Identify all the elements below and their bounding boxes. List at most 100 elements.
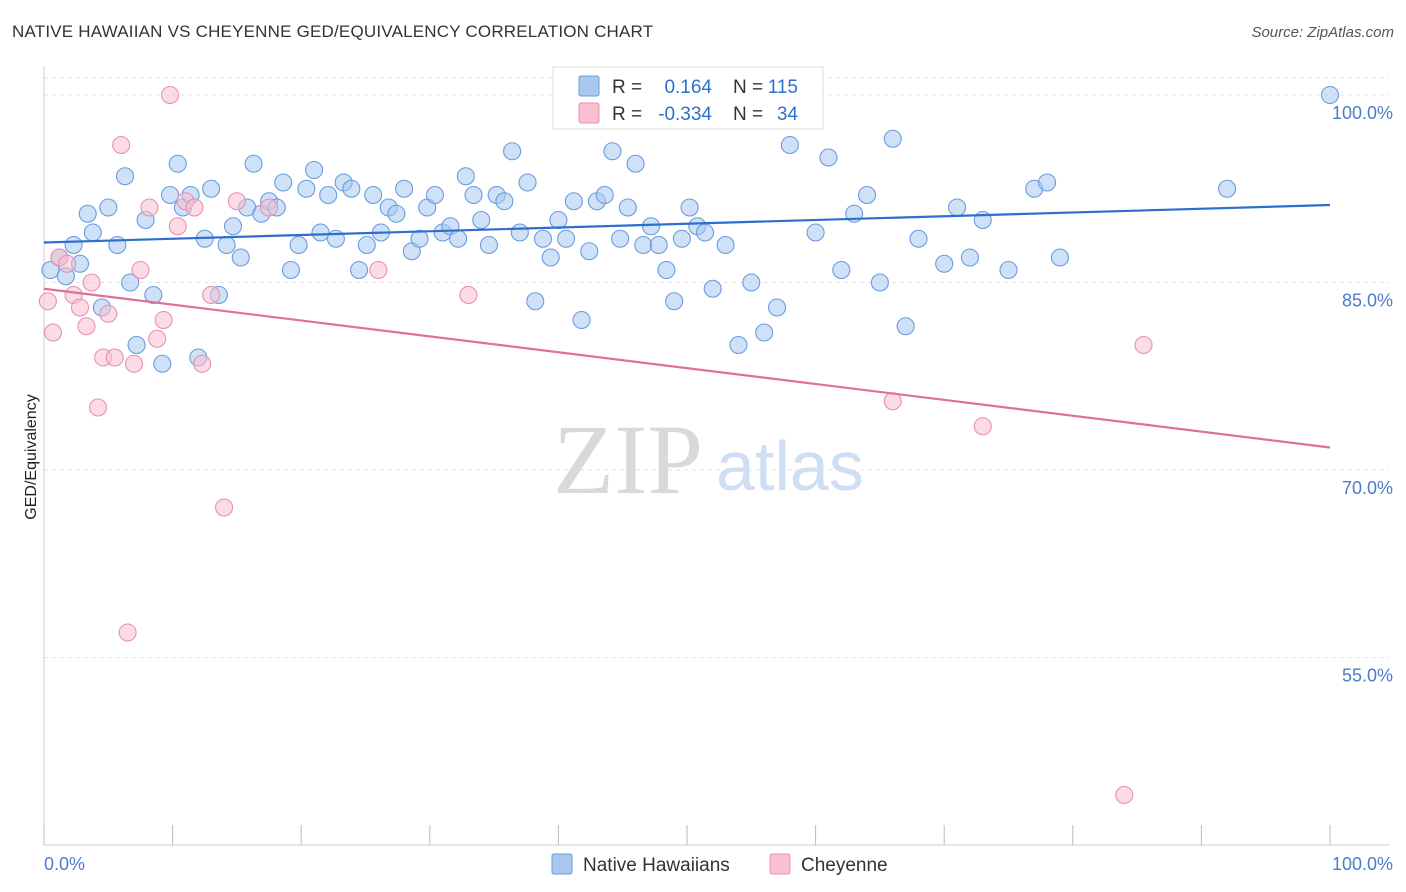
native-hawaiian-point — [83, 223, 102, 242]
native-hawaiian-point — [603, 142, 622, 161]
native-hawaiian-point — [960, 248, 979, 267]
trend-lines — [43, 203, 1331, 449]
native-hawaiian-point — [281, 260, 300, 280]
data-points — [38, 85, 1340, 805]
bottom-legend-swatch-blue — [551, 853, 573, 875]
native-hawaiian-point — [244, 154, 263, 173]
native-hawaiian-point — [695, 223, 715, 242]
native-hawaiian-point — [518, 173, 537, 192]
native-hawaiian-point — [641, 217, 661, 236]
native-hawaiian-point — [41, 260, 60, 280]
native-hawaiian-point — [503, 142, 522, 161]
cheyenne-point — [168, 217, 187, 236]
native-hawaiian-point — [716, 235, 735, 255]
native-hawaiian-point — [557, 229, 576, 248]
native-hawaiian-point — [410, 229, 429, 248]
native-hawaiian-point — [510, 223, 529, 242]
native-hawaiian-point — [526, 292, 545, 311]
native-hawaiian-point — [311, 223, 330, 242]
native-hawaiian-point — [202, 179, 221, 198]
cheyenne-point — [154, 310, 173, 330]
native-hawaiian-point — [144, 285, 163, 305]
native-hawaiian-point — [342, 179, 361, 198]
native-hawaiian-point — [121, 273, 140, 292]
native-hawaiian-point — [948, 198, 967, 217]
native-hawaiian-point — [99, 198, 118, 217]
native-hawaiian-point — [767, 298, 787, 317]
native-hawaiian-point — [78, 204, 97, 223]
native-hawaiian-point — [217, 235, 236, 255]
axes — [43, 66, 1390, 846]
native-hawaiian-point — [657, 260, 676, 280]
bottom-legend: Native Hawaiians Cheyenne — [551, 853, 888, 876]
native-hawaiian-point — [1050, 248, 1069, 267]
x-tick-label: 100.0% — [1332, 854, 1393, 874]
native-hawaiian-point — [1038, 173, 1057, 192]
x-tick-labels: 0.0% 100.0% — [44, 854, 1393, 874]
native-hawaiian-point — [464, 185, 483, 205]
native-hawaiian-point — [305, 160, 324, 180]
native-hawaiian-trend-line — [43, 203, 1331, 244]
cheyenne-point — [99, 304, 118, 323]
watermark-zip: ZIP — [553, 404, 703, 515]
native-hawaiian-point — [223, 217, 243, 236]
native-hawaiian-point — [289, 235, 308, 255]
cheyenne-point — [77, 317, 96, 336]
legend-box: R = 0.164 N = 115 R = -0.334 N = 34 — [552, 66, 824, 130]
native-hawaiian-point — [703, 279, 722, 298]
native-hawaiian-point — [857, 185, 877, 205]
x-tick-label: 0.0% — [44, 854, 85, 874]
cheyenne-point — [70, 298, 90, 317]
native-hawaiian-point — [755, 323, 774, 342]
cheyenne-point — [1115, 785, 1134, 805]
bottom-legend-swatch-pink — [769, 853, 791, 875]
chart-title: NATIVE HAWAIIAN VS CHEYENNE GED/EQUIVALE… — [12, 22, 654, 41]
legend-n-value-1: 115 — [768, 77, 798, 98]
native-hawaiian-point — [618, 198, 637, 217]
native-hawaiian-point — [999, 260, 1018, 280]
cheyenne-point — [973, 417, 992, 436]
cheyenne-point — [82, 273, 101, 292]
native-hawaiian-point — [806, 223, 825, 242]
cheyenne-point — [43, 323, 63, 342]
native-hawaiian-point — [626, 154, 645, 173]
native-hawaiian-point — [319, 185, 338, 205]
cheyenne-point — [124, 354, 144, 373]
native-hawaiian-point — [665, 292, 684, 311]
native-hawaiian-point — [364, 185, 383, 205]
cheyenne-trend-line — [43, 287, 1331, 449]
cheyenne-point — [38, 292, 57, 311]
y-tick-label: 85.0% — [1342, 291, 1393, 311]
native-hawaiian-point — [896, 317, 915, 336]
native-hawaiian-point — [160, 185, 180, 205]
native-hawaiian-point — [153, 354, 172, 373]
native-hawaiian-point — [115, 167, 135, 186]
native-hawaiian-point — [572, 310, 591, 330]
native-hawaiian-point — [387, 204, 406, 223]
native-hawaiian-point — [127, 335, 146, 355]
native-hawaiian-point — [168, 154, 187, 173]
native-hawaiian-point — [935, 254, 954, 273]
native-hawaiian-point — [580, 242, 599, 261]
cheyenne-point — [214, 498, 234, 517]
cheyenne-point — [160, 85, 180, 105]
native-hawaiian-point — [472, 210, 491, 230]
legend-n-label-2: N = — [733, 104, 763, 125]
native-hawaiian-point — [729, 335, 748, 355]
legend-n-value-2: 34 — [777, 104, 799, 125]
native-hawaiian-point — [395, 179, 414, 198]
native-hawaiian-point — [832, 260, 851, 280]
legend-swatch-blue — [578, 75, 600, 97]
native-hawaiian-point — [1320, 85, 1340, 105]
native-hawaiian-point — [883, 129, 902, 148]
cheyenne-point — [459, 285, 478, 305]
legend-r-label-1: R = — [612, 77, 642, 98]
native-hawaiian-point — [297, 179, 316, 198]
native-hawaiian-point — [533, 229, 553, 248]
cheyenne-point — [88, 398, 108, 417]
legend-swatch-pink — [578, 102, 600, 124]
native-hawaiian-point — [425, 185, 444, 205]
native-hawaiian-point — [780, 135, 799, 155]
cheyenne-point — [148, 329, 167, 348]
legend-n-label-1: N = — [733, 77, 763, 98]
